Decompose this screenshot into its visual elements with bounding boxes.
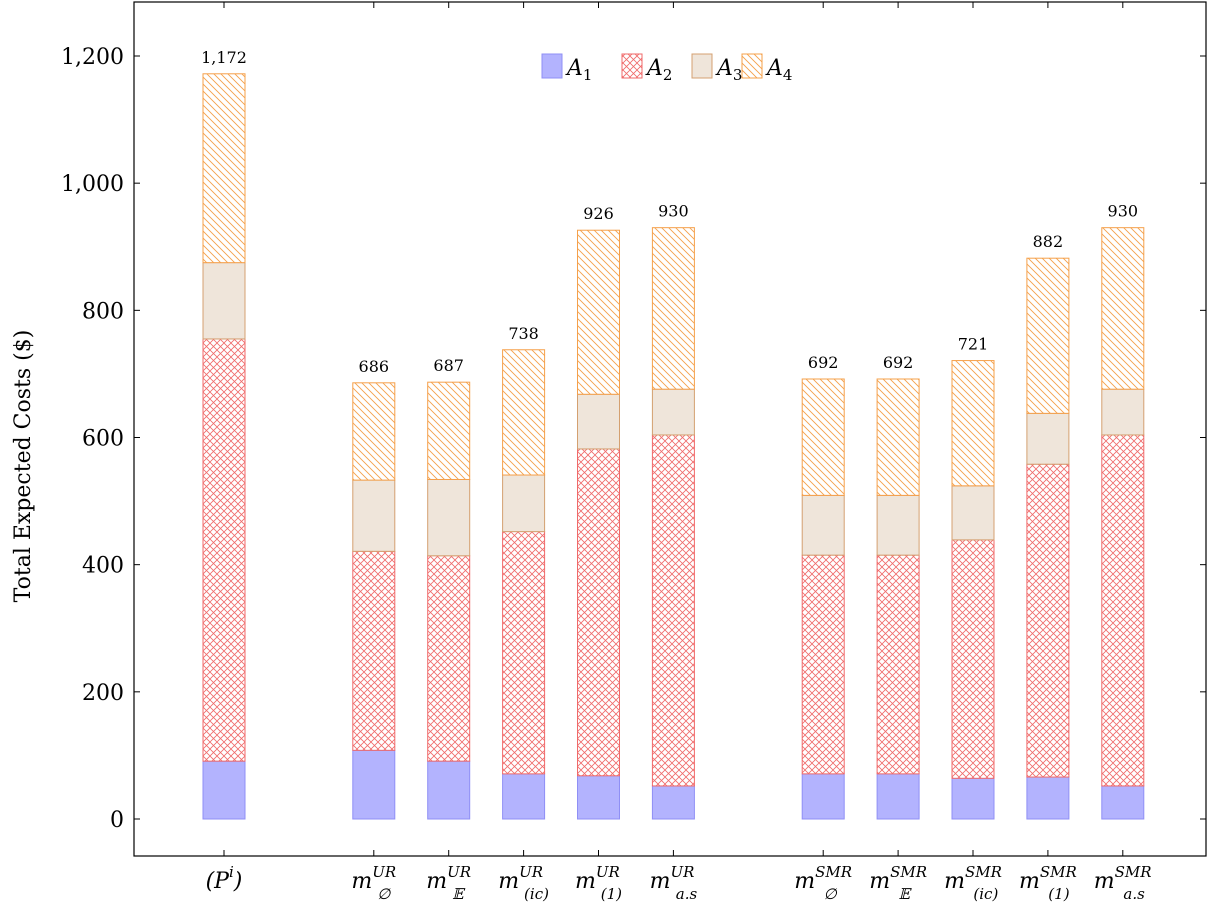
bar-segment-a1-P (202, 760, 246, 820)
bar-total-label: 721 (958, 335, 989, 354)
legend-swatch (691, 53, 713, 79)
bar-segment-a2-SMR-as (1101, 434, 1145, 787)
bar-total-label: 687 (433, 356, 464, 375)
bar-total-label: 692 (808, 353, 839, 372)
y-axis: 0 200 400 600 800 1,000 1,200 (61, 45, 1206, 833)
bar-segment-a4-SMR-as (1101, 227, 1145, 390)
bar-segment-a2-SMR-1 (1026, 463, 1070, 778)
bar-segment-a4-P (202, 73, 246, 264)
legend-label: A3 (715, 56, 742, 84)
bar-segment-a2-SMR-E (876, 554, 920, 775)
bar-segment-a3-SMR-ic (951, 485, 995, 541)
bars (202, 73, 1145, 820)
x-category-label: mUR (1) (575, 863, 622, 903)
bar-segment-a3-SMR-empty (801, 494, 845, 556)
bar-segment-a4-UR-E (427, 381, 471, 480)
x-category-label: mSMR (ic) (944, 863, 1002, 903)
bar-segment-a3-UR-empty (352, 479, 396, 552)
bar-segment-a4-UR-as (651, 227, 695, 390)
bar-segment-a4-UR-empty (352, 382, 396, 481)
bar-segment-a3-UR-E (427, 478, 471, 557)
bar-segment-a2-UR-empty (352, 550, 396, 751)
y-tick-label: 800 (82, 299, 124, 324)
bar-segment-a3-SMR-as (1101, 388, 1145, 436)
bar-segment-a1-UR-empty (352, 749, 396, 820)
bar-segment-a3-SMR-E (876, 494, 920, 556)
legend-label: A1 (565, 56, 592, 84)
bar-segment-a2-SMR-ic (951, 539, 995, 779)
bar-segment-a1-SMR-E (876, 773, 920, 820)
bar-segment-a3-UR-as (651, 388, 695, 436)
bar-segment-a1-UR-ic (502, 773, 546, 820)
bar-segment-a1-UR-E (427, 760, 471, 820)
bar-segment-a1-SMR-empty (801, 773, 845, 820)
legend: A1 A2 A3 A4 (541, 53, 792, 84)
bar-segment-a2-UR-ic (502, 531, 546, 775)
bar-total-label: 692 (883, 353, 914, 372)
bar-segment-a2-UR-as (651, 434, 695, 787)
y-tick-label: 0 (110, 808, 124, 833)
y-axis-title: Total Expected Costs ($) (11, 330, 36, 603)
x-category-label: mSMR 𝔼 (869, 863, 927, 903)
x-category-label: mUR a.s (650, 863, 698, 903)
bar-segment-a2-UR-E (427, 555, 471, 762)
bar-segment-a3-UR-ic (502, 474, 546, 533)
bar-segment-a1-SMR-1 (1026, 776, 1070, 820)
x-category-label: mUR ∅ (351, 863, 396, 903)
bar-segment-a1-SMR-as (1101, 785, 1145, 820)
y-tick-label: 600 (82, 427, 124, 452)
bar-total-label: 930 (658, 202, 689, 221)
bar-segment-a4-SMR-ic (951, 360, 995, 487)
legend-label: A2 (645, 56, 672, 84)
y-tick-label: 200 (82, 681, 124, 706)
bar-segment-a4-SMR-1 (1026, 257, 1070, 414)
bar-total-label: 930 (1108, 202, 1139, 221)
y-tick-label: 1,000 (61, 172, 124, 197)
bar-segment-a4-SMR-E (876, 378, 920, 496)
bar-total-label: 926 (583, 204, 614, 223)
plot-area (133, 1, 1207, 857)
bar-total-label: 686 (359, 357, 390, 376)
bar-segment-a4-SMR-empty (801, 378, 845, 496)
x-category-label: mUR (ic) (498, 863, 549, 903)
x-category-label: mSMR (1) (1019, 863, 1077, 903)
legend-swatch (741, 53, 763, 79)
bar-segment-a3-SMR-1 (1026, 412, 1070, 465)
bar-segment-a2-SMR-empty (801, 554, 845, 775)
bar-segment-a2-P (202, 338, 246, 762)
bar-segment-a1-UR-1 (577, 775, 620, 820)
x-category-label: mSMR a.s (1094, 863, 1152, 903)
legend-swatch (621, 53, 643, 79)
bar-segment-a1-SMR-ic (951, 777, 995, 820)
bar-total-label: 1,172 (201, 48, 247, 67)
bar-segment-a4-UR-1 (577, 229, 620, 395)
x-category-label: (Pi) (206, 863, 243, 894)
bar-segment-a2-UR-1 (577, 448, 620, 777)
x-category-label: mSMR ∅ (794, 863, 852, 903)
bar-segment-a3-P (202, 262, 246, 340)
legend-swatch (541, 53, 563, 79)
x-axis: (Pi) mUR ∅ mUR 𝔼 mUR (ic) mUR (1) mUR a.s mSMR ∅ mSMR… (206, 2, 1152, 903)
bar-segment-a4-UR-ic (502, 349, 546, 476)
x-category-label: mUR 𝔼 (426, 863, 471, 903)
legend-label: A4 (765, 56, 792, 84)
plot-frame (133, 1, 1207, 857)
bar-total-label: 738 (508, 324, 539, 343)
y-tick-label: 1,200 (61, 45, 124, 70)
bar-total-label: 882 (1033, 232, 1064, 251)
bar-segment-a1-UR-as (651, 785, 695, 820)
bar-total-labels: 1,172 686 687 738 926 930 692 692 721 882 930 (201, 48, 1138, 376)
y-tick-label: 400 (82, 554, 124, 579)
bar-segment-a3-UR-1 (577, 393, 620, 450)
